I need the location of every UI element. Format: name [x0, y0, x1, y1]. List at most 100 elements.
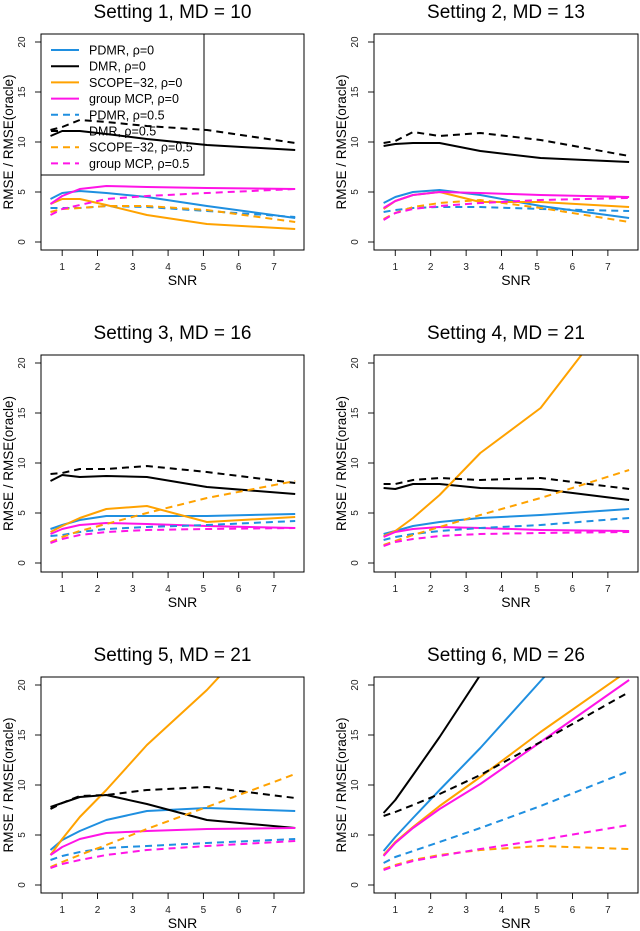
- x-axis-label: SNR: [168, 594, 198, 610]
- series-line-scope0: [49, 677, 221, 856]
- series-line-gmcp0: [383, 526, 630, 538]
- x-axis-label: SNR: [501, 594, 531, 610]
- x-tick-label: 6: [570, 262, 576, 273]
- series-line-dmr0: [383, 483, 630, 501]
- series-line-scope5: [50, 773, 296, 868]
- series-line-dmr0: [382, 677, 481, 814]
- x-tick-label: 5: [201, 262, 207, 273]
- series-line-dmr5: [383, 131, 630, 157]
- y-tick-label: 0: [17, 882, 28, 888]
- panel-title: Setting 2, MD = 13: [427, 2, 585, 23]
- series-group: [383, 355, 630, 547]
- series-line-pdmr0: [50, 190, 296, 219]
- legend-label: DMR, ρ=0: [89, 60, 146, 74]
- y-tick-label: 5: [350, 189, 361, 195]
- panel-4: Setting 4, MD = 21 RMSE / RMSE(oracle) SNR…: [334, 323, 639, 610]
- series-line-gmcp5: [50, 840, 296, 869]
- x-tick-label: 3: [130, 262, 136, 273]
- series-line-scope0: [382, 677, 621, 856]
- x-tick-label: 5: [534, 584, 540, 595]
- series-line-gmcp5: [50, 527, 296, 544]
- series-group: [49, 677, 296, 869]
- x-tick-label: 4: [499, 584, 505, 595]
- y-tick-label: 0: [17, 560, 28, 566]
- x-tick-label: 3: [463, 262, 469, 273]
- series-line-gmcp0: [382, 679, 630, 857]
- legend-label: DMR, ρ=0.5: [89, 125, 156, 139]
- x-tick-label: 5: [201, 584, 207, 595]
- y-tick-label: 10: [17, 457, 28, 469]
- x-tick-label: 4: [499, 905, 505, 916]
- legend-entry: group MCP, ρ=0.5: [51, 157, 189, 171]
- x-tick-label: 1: [392, 584, 398, 595]
- x-tick-label: 4: [499, 262, 505, 273]
- panel-title: Setting 5, MD = 21: [94, 645, 252, 666]
- series-line-dmr5: [383, 477, 630, 490]
- y-tick-label: 5: [17, 832, 28, 838]
- series-line-pdmr5: [383, 770, 630, 864]
- y-axis-label: RMSE / RMSE(oracle): [1, 74, 16, 209]
- y-tick-label: 15: [350, 729, 361, 741]
- series-group: [50, 465, 296, 544]
- x-tick-label: 3: [463, 584, 469, 595]
- y-axis-label: RMSE / RMSE(oracle): [1, 717, 16, 852]
- y-tick-label: 10: [350, 136, 361, 148]
- legend-entry: SCOPE−32, ρ=0.5: [51, 141, 193, 155]
- x-tick-label: 2: [95, 262, 101, 273]
- y-tick-label: 5: [350, 510, 361, 516]
- x-tick-label: 1: [59, 262, 65, 273]
- y-axis-label: RMSE / RMSE(oracle): [334, 396, 349, 531]
- series-line-pdmr5: [50, 520, 296, 537]
- x-tick-label: 5: [534, 905, 540, 916]
- x-tick-label: 7: [271, 262, 277, 273]
- series-line-scope0: [50, 505, 296, 533]
- y-tick-label: 20: [17, 679, 28, 691]
- y-tick-label: 15: [350, 86, 361, 98]
- y-tick-label: 0: [350, 239, 361, 245]
- series-group: [49, 119, 296, 230]
- series-line-gmcp0: [383, 191, 630, 209]
- series-line-gmcp5: [383, 824, 630, 871]
- y-tick-label: 5: [350, 832, 361, 838]
- plot-frame: [373, 676, 639, 894]
- y-tick-label: 20: [350, 679, 361, 691]
- series-line-dmr0: [383, 142, 630, 163]
- x-axis-label: SNR: [168, 272, 198, 288]
- legend-entry: PDMR, ρ=0: [51, 44, 154, 58]
- series-line-pdmr5: [50, 838, 296, 861]
- x-tick-label: 2: [95, 584, 101, 595]
- series-group: [383, 131, 630, 223]
- panel-1: Setting 1, MD = 10 RMSE / RMSE(oracle) SNR…: [1, 2, 305, 288]
- x-tick-label: 4: [165, 262, 171, 273]
- x-tick-label: 3: [130, 905, 136, 916]
- x-tick-label: 2: [428, 584, 434, 595]
- series-line-scope0: [50, 198, 296, 230]
- y-tick-label: 10: [350, 457, 361, 469]
- x-tick-label: 7: [271, 584, 277, 595]
- x-tick-label: 6: [236, 262, 242, 273]
- y-tick-label: 20: [17, 36, 28, 48]
- legend-label: group MCP, ρ=0.5: [89, 157, 189, 171]
- series-line-dmr5: [50, 465, 296, 484]
- series-line-gmcp5: [383, 197, 630, 221]
- series-line-gmcp0: [49, 185, 296, 205]
- series-line-dmr5: [50, 119, 296, 144]
- series-line-dmr0: [50, 794, 296, 829]
- y-axis-label: RMSE / RMSE(oracle): [334, 74, 349, 209]
- panel-title: Setting 3, MD = 16: [94, 323, 252, 344]
- series-line-dmr0: [50, 130, 296, 151]
- legend-label: SCOPE−32, ρ=0.5: [89, 141, 193, 155]
- x-tick-label: 7: [605, 262, 611, 273]
- x-tick-label: 5: [534, 262, 540, 273]
- series-line-scope5: [50, 480, 296, 543]
- series-line-gmcp5: [50, 188, 296, 216]
- legend-entry: DMR, ρ=0: [51, 60, 146, 74]
- x-tick-label: 2: [428, 905, 434, 916]
- panel-6: Setting 6, MD = 26 RMSE / RMSE(oracle) SNR…: [334, 645, 639, 931]
- x-tick-label: 1: [59, 905, 65, 916]
- series-line-pdmr0: [382, 677, 546, 852]
- x-tick-label: 1: [392, 905, 398, 916]
- y-tick-label: 15: [350, 407, 361, 419]
- legend-entry: DMR, ρ=0.5: [51, 125, 156, 139]
